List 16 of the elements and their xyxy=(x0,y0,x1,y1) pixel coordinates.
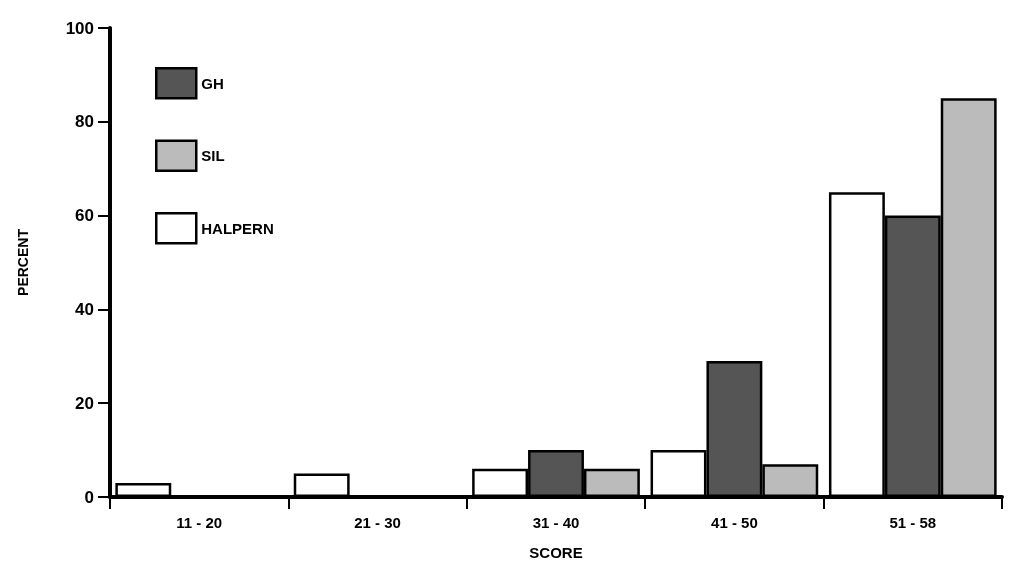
legend-label: SIL xyxy=(201,147,225,165)
y-axis-title: PERCENT xyxy=(15,228,31,296)
x-tick-label: 11 - 20 xyxy=(176,514,223,531)
y-tick-label: 100 xyxy=(65,18,94,38)
legend-label: GH xyxy=(201,74,224,92)
x-axis-title: SCORE xyxy=(529,544,583,561)
x-tick-label: 31 - 40 xyxy=(532,514,580,531)
y-tick-label: 60 xyxy=(75,206,94,226)
x-tick-label: 41 - 50 xyxy=(711,514,758,531)
y-tick-label: 0 xyxy=(84,487,94,507)
legend-label: HALPERN xyxy=(201,219,274,237)
y-tick-label: 80 xyxy=(75,112,94,132)
x-tick-label: 21 - 30 xyxy=(354,514,401,531)
y-tick-label: 40 xyxy=(75,299,94,319)
y-tick-label: 20 xyxy=(75,393,94,413)
x-tick-label: 51 - 58 xyxy=(889,514,937,531)
